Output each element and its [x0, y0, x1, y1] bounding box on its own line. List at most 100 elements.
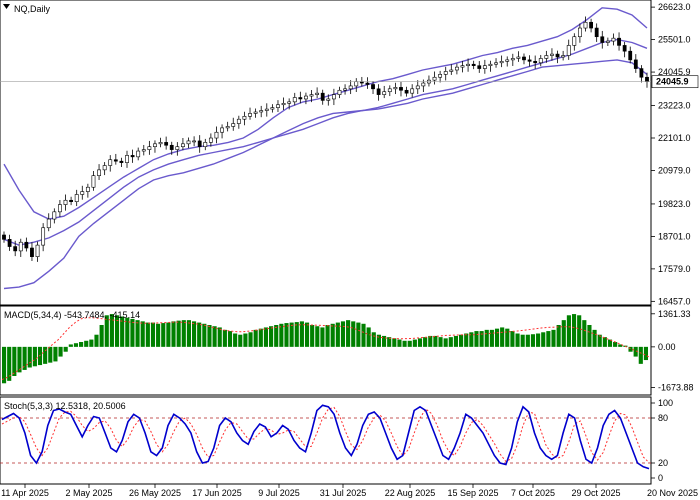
candle-body — [175, 146, 180, 150]
candle-body — [432, 76, 437, 81]
x-tick-label: 26 May 2025 — [129, 488, 181, 498]
macd-bar — [371, 332, 376, 347]
macd-bar — [217, 327, 222, 347]
macd-bar — [304, 322, 310, 347]
candle-body — [555, 53, 560, 58]
candle-body — [147, 146, 152, 150]
x-tick-label: 22 Aug 2025 — [385, 488, 436, 498]
macd-bar — [433, 335, 438, 347]
candle-body — [13, 246, 18, 252]
macd-bar — [412, 339, 417, 347]
macd-y-tick-label: 0.00 — [658, 342, 676, 352]
macd-bar — [114, 315, 120, 347]
candle-body — [58, 204, 62, 213]
candle-body — [236, 118, 241, 124]
macd-bar — [366, 327, 371, 347]
candle-body — [208, 137, 213, 143]
stoch-y-tick-label: 100 — [658, 398, 673, 408]
macd-bar — [233, 333, 238, 347]
macd-bar — [618, 344, 623, 347]
candle-body — [248, 113, 252, 117]
candle-body — [561, 55, 566, 58]
macd-bar — [130, 318, 135, 347]
macd-bar — [351, 321, 356, 347]
macd-bar — [407, 340, 412, 347]
macd-bar — [289, 322, 294, 347]
candle-body — [348, 85, 353, 90]
candle-body — [97, 169, 101, 176]
candle-body — [438, 74, 443, 78]
stoch-main-line — [1, 404, 650, 470]
candle-body — [80, 191, 85, 195]
candle-body — [527, 59, 532, 62]
macd-bar — [68, 344, 73, 347]
candle-body — [298, 97, 303, 100]
x-tick-label: 2 May 2025 — [65, 488, 112, 498]
price-y-axis: 26623.0 25501.0 24045.9 23223.0 22101.0 20979… — [651, 2, 691, 306]
macd-panel-frame — [0, 305, 652, 396]
macd-bar — [443, 338, 448, 347]
candle-body — [158, 142, 163, 145]
macd-bar — [7, 346, 12, 381]
macd-bar — [335, 322, 340, 347]
macd-bar — [387, 337, 392, 347]
candle-body — [315, 92, 320, 95]
candle-body — [410, 88, 415, 94]
candle-body — [343, 88, 347, 91]
candle-body — [387, 88, 392, 93]
candle-body — [645, 76, 649, 83]
candle-body — [510, 58, 515, 61]
macd-bar — [2, 346, 7, 384]
price-y-tick-label: 24045.9 — [658, 67, 691, 77]
macd-bar — [94, 334, 99, 347]
macd-histogram — [2, 314, 648, 384]
macd-bar — [469, 332, 474, 347]
candle-body — [276, 104, 280, 108]
macd-bar — [258, 328, 263, 347]
candle-body — [253, 111, 258, 114]
macd-bar — [58, 346, 63, 357]
candle-body — [611, 37, 616, 42]
candle-body — [141, 149, 146, 152]
candle-body — [566, 45, 571, 56]
candle-body — [136, 150, 141, 158]
macd-bar — [150, 322, 156, 347]
candle-body — [74, 194, 79, 203]
macd-y-tick-label: -1673.88 — [658, 383, 694, 393]
candle-body — [594, 27, 599, 38]
candle-body — [320, 92, 325, 101]
macd-bar — [546, 331, 551, 347]
candle-body — [522, 56, 526, 61]
candle-body — [331, 94, 336, 100]
macd-bar — [222, 329, 227, 347]
price-y-tick-label: 16457.0 — [658, 296, 691, 306]
macd-bar — [197, 322, 202, 347]
candle-body — [281, 102, 286, 106]
candle-body — [572, 36, 577, 46]
stoch-levels — [0, 417, 651, 464]
macd-bar — [597, 334, 602, 347]
x-tick-label: 31 Jul 2025 — [320, 488, 367, 498]
macd-bar — [248, 332, 253, 347]
candle-body — [153, 143, 157, 148]
candle-body — [203, 142, 208, 148]
candle-body — [550, 53, 554, 56]
macd-bar — [628, 346, 633, 352]
candle-body — [304, 95, 308, 100]
macd-bar — [253, 329, 258, 347]
stoch-y-tick-label: 20 — [658, 458, 668, 468]
x-tick-label: 20 Nov 2025 — [647, 488, 698, 498]
macd-panel: 1361.33 0.00 -1673.88 MACD(5,34,4) -543.74… — [0, 305, 694, 396]
candle-body — [264, 108, 269, 111]
candle-body — [2, 234, 6, 240]
candle-body — [125, 155, 129, 163]
bollinger-upper-line — [3, 7, 648, 220]
candle-body — [337, 89, 342, 95]
macd-bar — [79, 342, 84, 347]
macd-bar — [551, 329, 556, 347]
candle-body — [225, 126, 230, 129]
candle-body — [242, 116, 247, 120]
macd-bar — [104, 315, 109, 347]
macd-bar — [227, 331, 233, 347]
macd-signal-line — [1, 317, 650, 381]
